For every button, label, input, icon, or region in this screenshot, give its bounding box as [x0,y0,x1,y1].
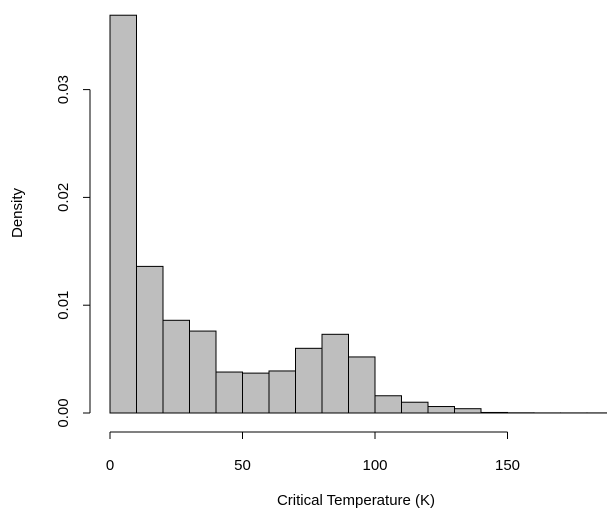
histogram-bar [349,357,376,413]
x-tick-label: 100 [362,457,387,474]
y-tick-label: 0.03 [55,75,72,104]
bars-group [110,15,607,413]
histogram-bar [455,409,482,413]
histogram-bar [137,266,164,413]
y-axis-label: Density [9,187,26,238]
histogram-bar [243,373,270,413]
y-tick-label: 0.00 [55,398,72,427]
x-tick-label: 50 [234,457,251,474]
histogram-bar [190,331,217,413]
y-tick-label: 0.01 [55,291,72,320]
histogram-bar [163,320,190,413]
histogram-bar [296,348,323,413]
histogram-bar [110,15,137,413]
histogram-bar [269,371,296,413]
histogram-bar [428,407,455,413]
histogram-bar [481,412,508,413]
x-axis: 0 50 100 150 [106,432,520,474]
histogram-bar [216,372,243,413]
x-axis-label: Critical Temperature (K) [277,492,435,509]
x-tick-label: 150 [495,457,520,474]
histogram-bar [402,402,429,413]
histogram-bar [322,334,349,413]
histogram-bar [375,396,402,413]
x-tick-label: 0 [106,457,114,474]
y-axis: 0.00 0.01 0.02 0.03 [55,75,90,428]
y-tick-label: 0.02 [55,183,72,212]
